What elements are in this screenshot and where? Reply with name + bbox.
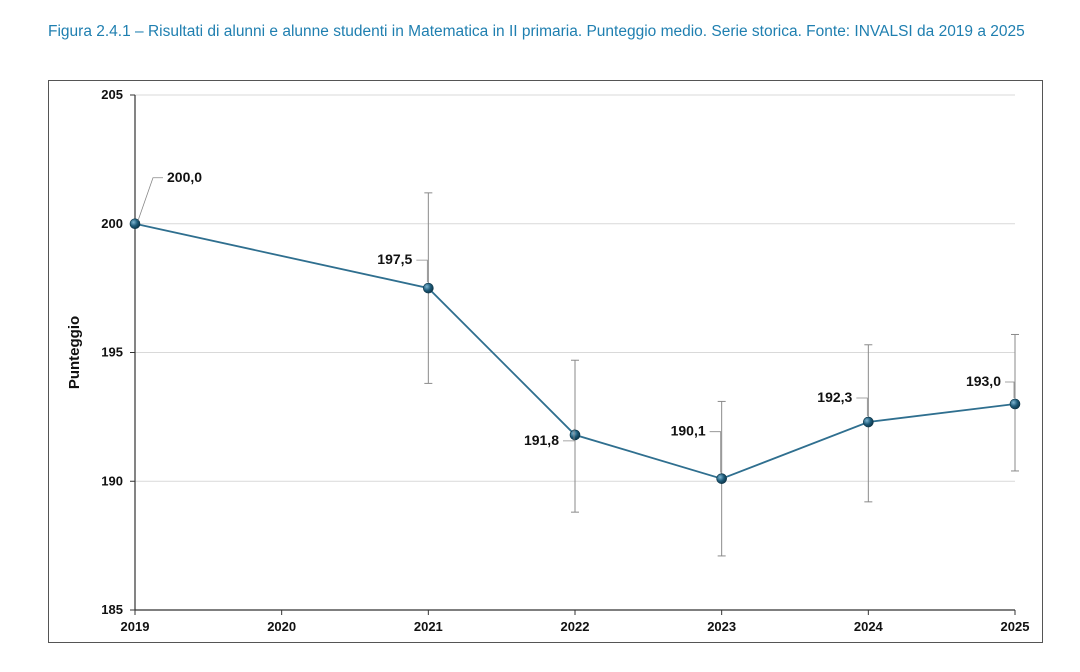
data-label: 192,3 [817, 389, 852, 405]
series-line [134, 222, 1016, 480]
data-label-leader [563, 428, 575, 442]
data-label: 200,0 [167, 169, 202, 185]
data-label-leader [137, 177, 163, 221]
data-point [716, 473, 727, 484]
data-point [423, 282, 434, 294]
data-point [569, 429, 581, 441]
y-tick-label: 205 [101, 87, 123, 102]
x-tick-label: 2020 [267, 619, 296, 634]
x-tick-label: 2024 [854, 619, 884, 634]
data-label-leader [416, 259, 428, 283]
y-axis-label: Punteggio [66, 316, 83, 389]
figure-caption: Figura 2.4.1 – Risultati di alunni e alu… [48, 23, 1025, 40]
x-tick-label: 2023 [707, 619, 736, 634]
x-tick-label: 2021 [414, 619, 443, 634]
x-tick-label: 2019 [121, 619, 150, 634]
data-label-leader [1005, 381, 1015, 398]
y-tick-label: 185 [101, 602, 123, 617]
data-label: 190,1 [671, 423, 706, 439]
y-tick-label: 190 [101, 473, 123, 488]
y-tick-label: 195 [101, 345, 123, 360]
data-point [129, 218, 141, 230]
line-chart: 185 190 195 200 205 2019 2020 2021 2022 2023 2024 2… [66, 87, 1030, 634]
x-tick-label: 2022 [561, 619, 590, 634]
data-label-leader [709, 431, 722, 473]
y-tick-label: 200 [101, 216, 123, 231]
data-label: 197,5 [377, 251, 412, 267]
data-label: 191,8 [524, 432, 559, 448]
data-label: 193,0 [966, 373, 1001, 389]
data-point [1009, 398, 1021, 410]
x-tick-label: 2025 [1001, 619, 1030, 634]
chart-frame: 185 190 195 200 205 2019 2020 2021 2022 2023 2024 2… [48, 80, 1043, 643]
data-label-leader [856, 397, 868, 417]
data-point [863, 416, 874, 428]
